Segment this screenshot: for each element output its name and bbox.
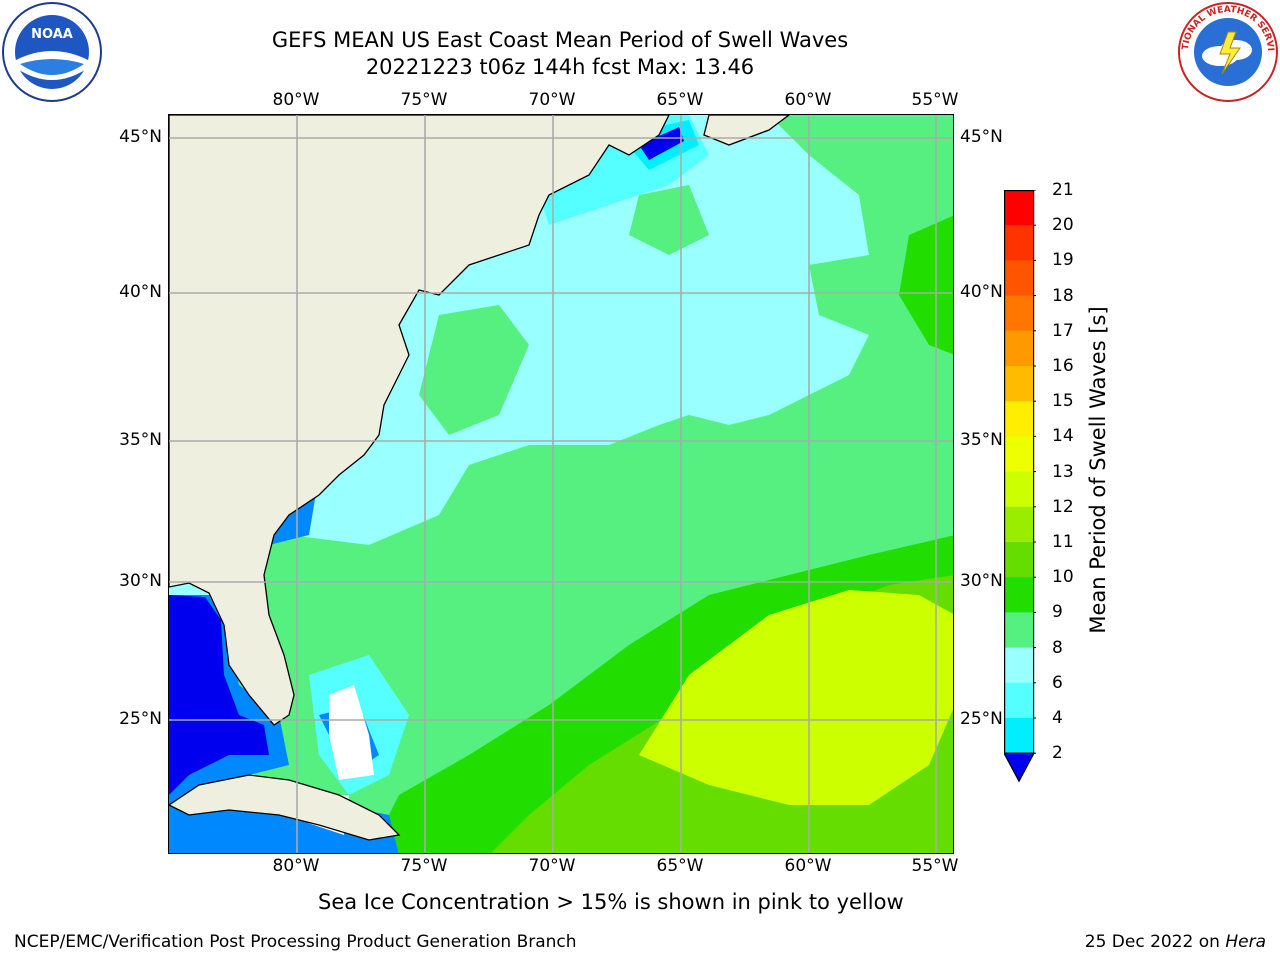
sea-ice-note: Sea Ice Concentration > 15% is shown in …	[318, 890, 904, 914]
lon-label-top: 75°W	[400, 90, 448, 110]
colorbar-tick-label: 11	[1052, 532, 1074, 552]
colorbar-segment	[1004, 295, 1034, 332]
svg-text:NOAA: NOAA	[31, 27, 73, 42]
colorbar-extend-arrow	[1002, 752, 1036, 783]
swell-patch-green	[279, 555, 389, 675]
lat-label-right: 45°N	[960, 127, 1003, 147]
lon-label-bottom: 65°W	[656, 856, 704, 876]
colorbar-tick-label: 21	[1052, 180, 1074, 200]
lat-label-right: 35°N	[960, 430, 1003, 450]
noaa-logo: NOAA	[2, 2, 102, 106]
lon-label-bottom: 60°W	[784, 856, 832, 876]
colorbar-segment	[1004, 366, 1034, 402]
colorbar-segment	[1004, 225, 1034, 261]
lat-label-right: 30°N	[960, 571, 1003, 591]
lat-label-right: 25°N	[960, 709, 1003, 729]
colorbar-segment	[1004, 612, 1034, 649]
swell-band-12-13	[639, 590, 953, 805]
colorbar	[1002, 189, 1038, 789]
swell-band-2-4-coastal	[639, 127, 684, 160]
colorbar-tick-label: 9	[1052, 602, 1063, 623]
colorbar-tick-label: 19	[1052, 250, 1074, 271]
lon-label-bottom: 80°W	[272, 856, 320, 876]
nws-logo: NATIONAL WEATHER SERVICE	[1174, 0, 1278, 106]
swell-period-map	[168, 114, 954, 854]
footer-date: 25 Dec 2022 on Hera	[1085, 932, 1266, 952]
lat-label-left: 40°N	[119, 282, 162, 302]
map-title: GEFS MEAN US East Coast Mean Period of S…	[271, 28, 849, 52]
colorbar-label: Mean Period of Swell Waves [s]	[1086, 306, 1110, 634]
colorbar-tick-label: 10	[1052, 567, 1074, 588]
colorbar-tick-label: 15	[1052, 391, 1074, 412]
colorbar-segment	[1004, 260, 1034, 297]
lon-label-bottom: 75°W	[400, 856, 448, 876]
swell-patch-green	[629, 185, 709, 255]
colorbar-tick-label: 4	[1052, 708, 1063, 728]
lat-label-left: 45°N	[119, 127, 162, 147]
colorbar-tick-label: 12	[1052, 496, 1074, 517]
lon-label-top: 80°W	[272, 90, 320, 110]
colorbar-tick-label: 18	[1052, 285, 1074, 306]
colorbar-tick-label: 20	[1052, 215, 1074, 236]
lon-label-top: 55°W	[911, 90, 959, 110]
colorbar-segment	[1004, 401, 1034, 437]
lon-label-top: 70°W	[528, 90, 576, 110]
colorbar-segment	[1004, 436, 1034, 473]
swell-patch-green	[419, 305, 529, 435]
land-north-america	[169, 115, 670, 726]
colorbar-tick-label: 13	[1052, 461, 1074, 482]
footer-host: Hera	[1225, 932, 1266, 952]
colorbar-segment	[1004, 542, 1034, 578]
lon-label-bottom: 55°W	[911, 856, 959, 876]
lat-label-right: 40°N	[960, 282, 1003, 302]
colorbar-segment	[1004, 506, 1034, 543]
colorbar-tick-label: 6	[1052, 672, 1063, 693]
lat-label-left: 25°N	[119, 709, 162, 729]
lon-label-bottom: 70°W	[528, 856, 576, 876]
colorbar-tick-label: 14	[1052, 426, 1074, 447]
colorbar-segment	[1004, 330, 1034, 367]
footer-date-text: 25 Dec 2022 on	[1084, 932, 1226, 952]
footer-credit: NCEP/EMC/Verification Post Processing Pr…	[14, 932, 577, 952]
colorbar-segment	[1004, 682, 1034, 719]
colorbar-tick-label: 16	[1052, 356, 1074, 376]
no-data-region	[329, 685, 374, 780]
map-gridlines	[169, 115, 953, 853]
colorbar-tick-label: 17	[1052, 320, 1074, 341]
colorbar-segment	[1004, 190, 1034, 226]
colorbar-segment	[1004, 577, 1034, 613]
lat-label-left: 35°N	[119, 430, 162, 450]
colorbar-segment	[1004, 647, 1034, 684]
colorbar-segment	[1004, 471, 1034, 508]
colorbar-outline	[1004, 190, 1035, 754]
colorbar-tick-label: 8	[1052, 637, 1063, 658]
colorbar-tick-label: 2	[1052, 743, 1063, 764]
colorbar-segment	[1004, 718, 1034, 754]
swell-low-period-gulf-dark	[169, 595, 269, 795]
lon-label-top: 65°W	[656, 90, 704, 110]
lat-label-left: 30°N	[119, 571, 162, 591]
swell-patch-bright-green	[899, 215, 953, 355]
map-subtitle: 20221223 t06z 144h fcst Max: 13.46	[365, 55, 755, 79]
lon-label-top: 60°W	[784, 90, 832, 110]
land-cuba	[169, 774, 401, 841]
